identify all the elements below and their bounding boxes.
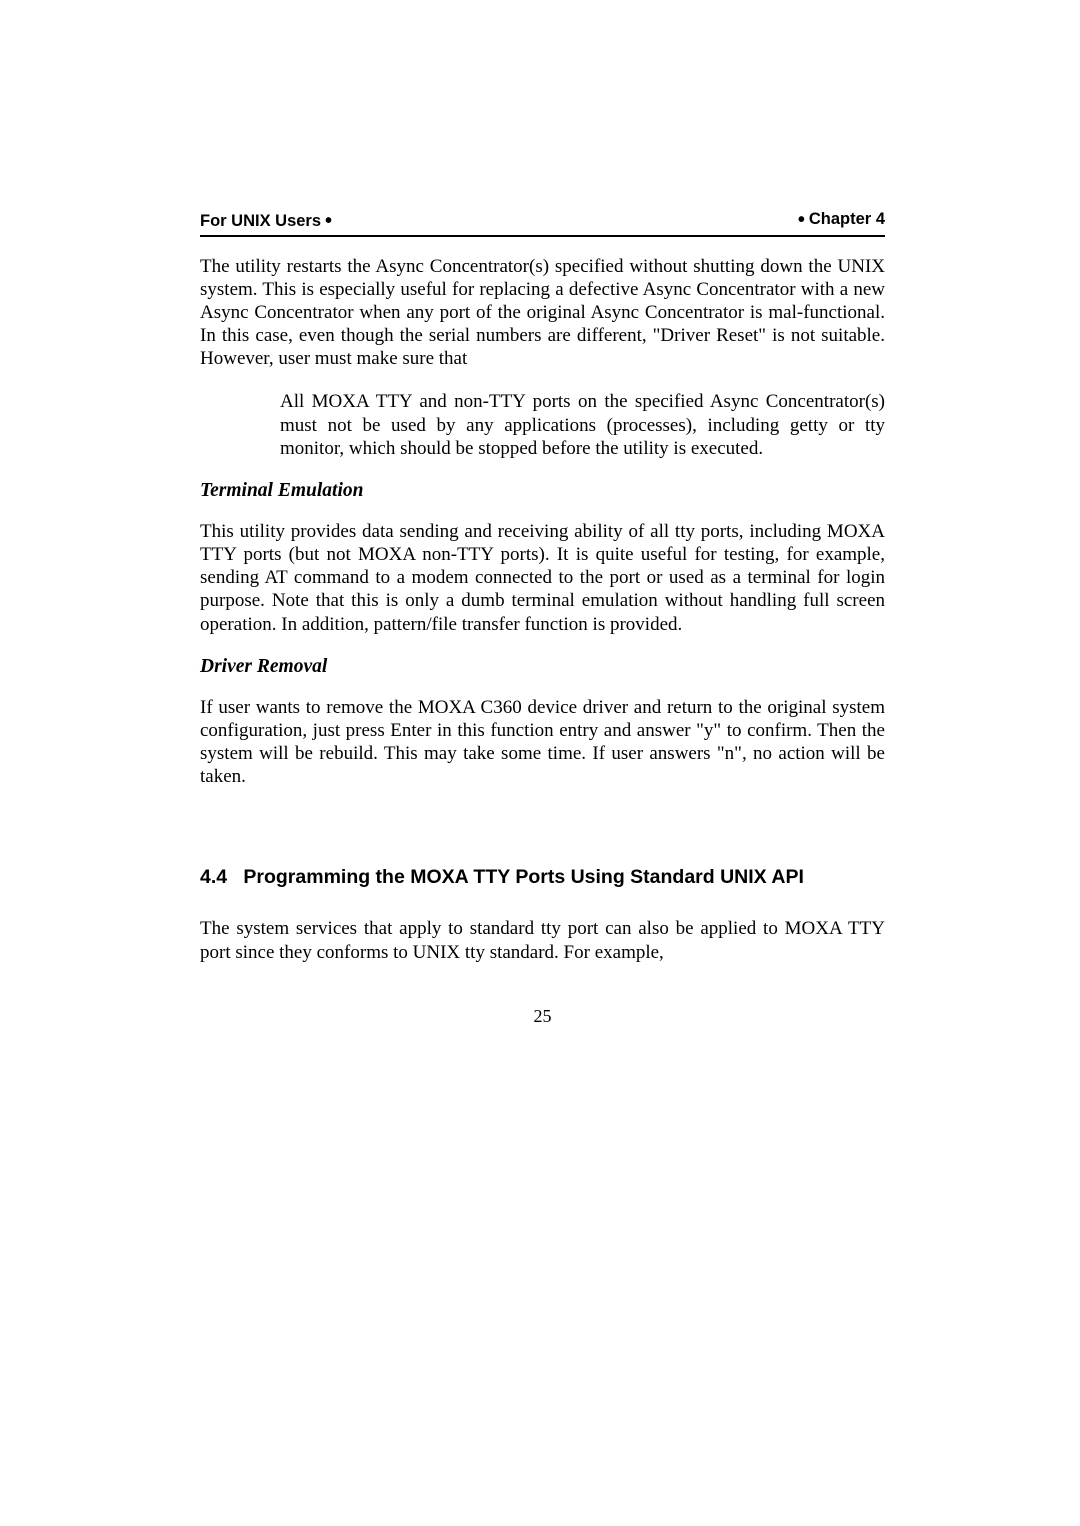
body-paragraph: This utility provides data sending and r… [200,520,885,636]
header-rule [200,235,885,237]
running-header: For UNIX Users • • Chapter 4 [200,210,885,231]
header-left: For UNIX Users • [200,212,336,231]
page-content: For UNIX Users • • Chapter 4 The utility… [0,0,1080,1027]
subheading-driver-removal: Driver Removal [200,656,885,678]
body-paragraph: If user wants to remove the MOXA C360 de… [200,696,885,789]
body-paragraph: The utility restarts the Async Concentra… [200,255,885,371]
section-title: Programming the MOXA TTY Ports Using Sta… [243,866,804,888]
header-right-text: Chapter 4 [809,210,885,229]
header-left-text: For UNIX Users [200,212,321,231]
subheading-terminal-emulation: Terminal Emulation [200,480,885,502]
body-paragraph-indent: All MOXA TTY and non-TTY ports on the sp… [200,390,885,460]
section-heading: 4.4 Programming the MOXA TTY Ports Using… [200,866,885,889]
header-right: • Chapter 4 [794,210,885,229]
section-number: 4.4 [200,866,227,888]
body-paragraph: The system services that apply to standa… [200,917,885,963]
page-number: 25 [200,1006,885,1027]
